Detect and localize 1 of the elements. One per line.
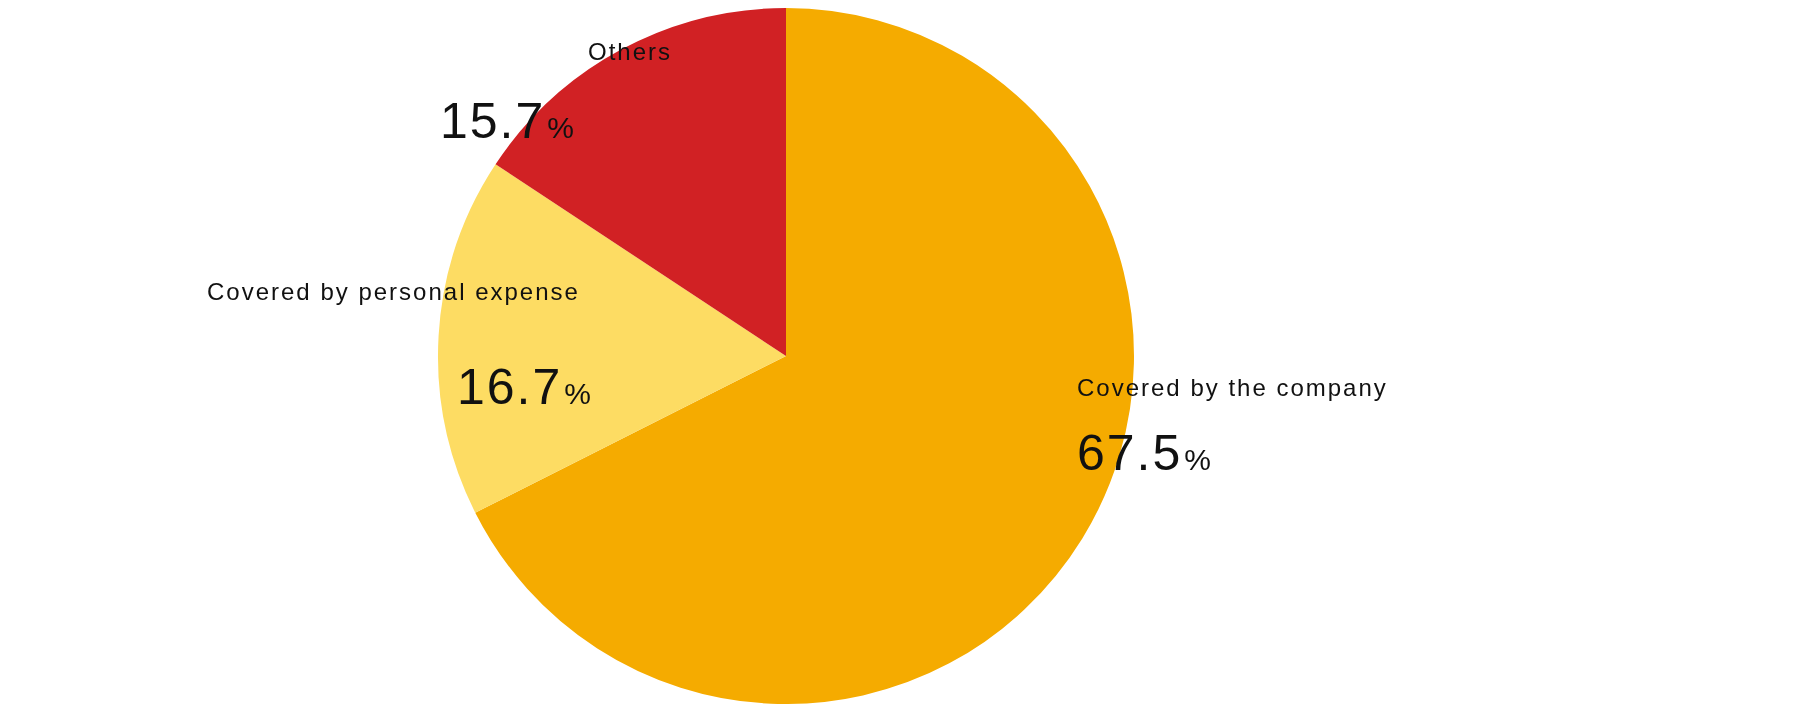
data-label: 16.7%	[457, 359, 593, 415]
